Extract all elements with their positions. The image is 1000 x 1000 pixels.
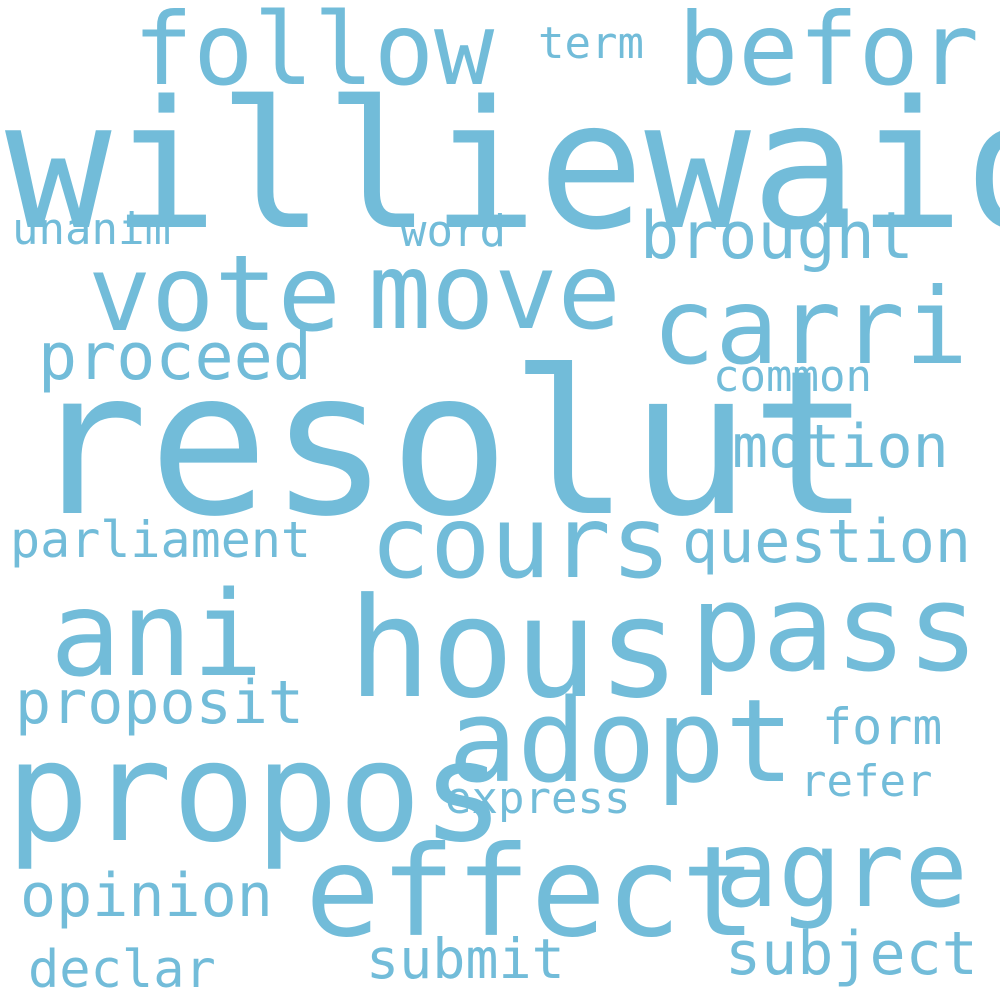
word-propos: propos xyxy=(6,712,505,873)
word-move: move xyxy=(368,231,621,353)
word-form: form xyxy=(822,698,943,756)
word-opinion: opinion xyxy=(20,861,273,931)
word-submit: submit xyxy=(366,927,565,991)
word-ani: ani xyxy=(50,565,264,703)
word-question: question xyxy=(682,507,971,577)
word-term: term xyxy=(538,18,644,69)
word-refer: refer xyxy=(800,756,933,807)
word-unanim: unanim xyxy=(12,204,171,255)
word-parliament: parliament xyxy=(10,511,312,569)
word-hous: hous xyxy=(348,568,681,729)
word-williewaiola: williewaiola xyxy=(5,63,1000,269)
word-adopt: adopt xyxy=(448,675,795,809)
word-effect: effect xyxy=(305,820,757,965)
word-express: express xyxy=(445,773,631,824)
word-vote: vote xyxy=(88,233,341,355)
word-proposit: proposit xyxy=(15,668,304,738)
word-befor: befor xyxy=(678,0,980,108)
word-subject: subject xyxy=(725,919,978,989)
word-carri: carri xyxy=(652,266,969,388)
word-follow: follow xyxy=(133,0,495,108)
word-resolut: resolut xyxy=(28,328,871,561)
word-common: common xyxy=(713,351,872,402)
word-motion: motion xyxy=(732,412,949,482)
word-brought: brought xyxy=(640,199,914,274)
word-cours: cours xyxy=(370,484,672,601)
word-proceed: proceed xyxy=(38,320,312,395)
word-declar: declar xyxy=(28,940,216,1000)
word-pass: pass xyxy=(690,560,979,699)
word-agre: agre xyxy=(715,809,968,931)
word-word: word xyxy=(400,206,506,257)
